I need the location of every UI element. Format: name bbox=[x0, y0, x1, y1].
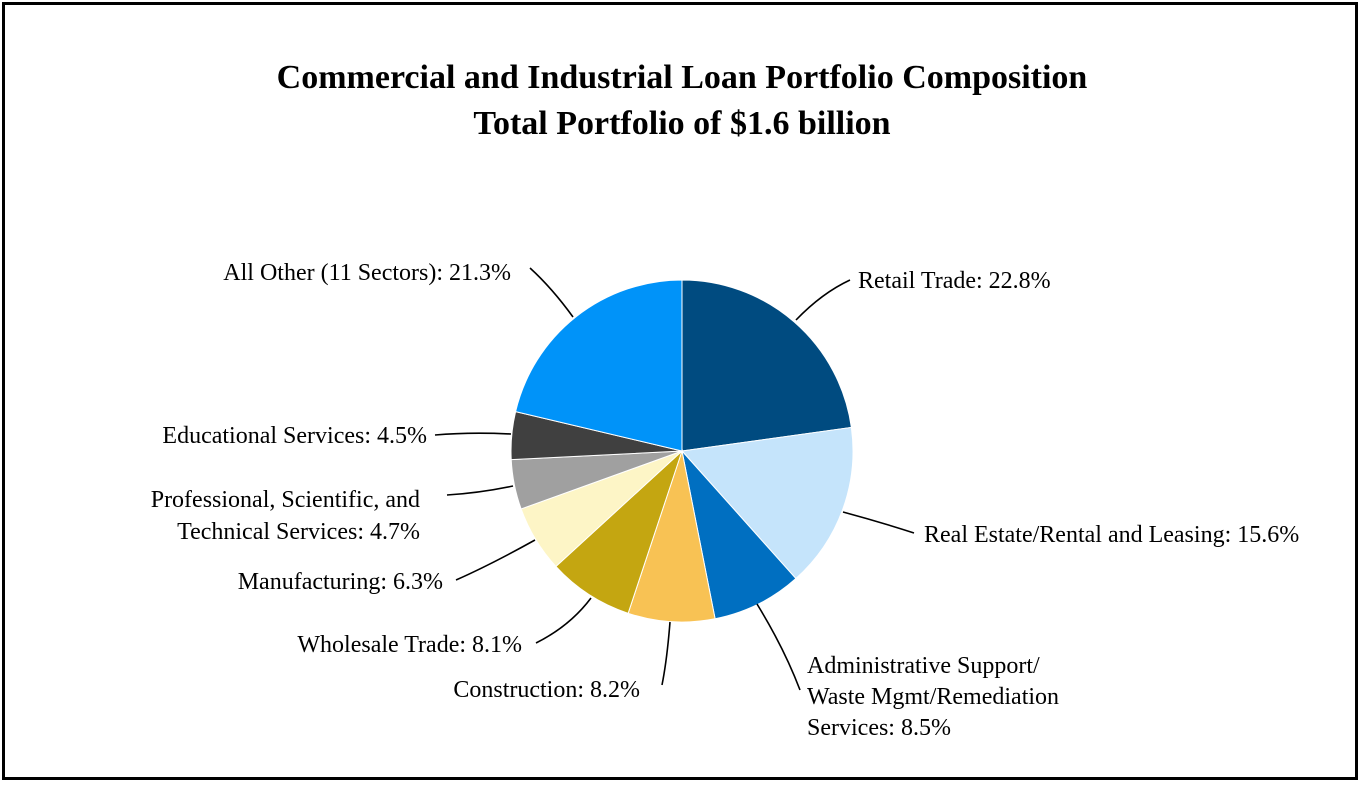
slice-label-line: Technical Services: 4.7% bbox=[177, 519, 420, 545]
slice-label-line: Wholesale Trade: 8.1% bbox=[297, 632, 522, 658]
slice-label: Professional, Scientific, and Technical S… bbox=[151, 487, 420, 545]
chart-title: Commercial and Industrial Loan Portfolio… bbox=[276, 59, 1088, 96]
slice-label: Administrative Support/Waste Mgmt/Remedi… bbox=[807, 653, 1059, 741]
slice-label-line: Waste Mgmt/Remediation bbox=[807, 684, 1059, 710]
slice-label-line: Services: 8.5% bbox=[807, 715, 951, 741]
pie-slice-real-estate-rental-and-leasing bbox=[681, 426, 854, 580]
slice-label-line: Retail Trade: 22.8% bbox=[858, 268, 1051, 294]
slice-label-line: Professional, Scientific, and bbox=[151, 487, 420, 513]
pie-slices bbox=[510, 279, 854, 623]
slice-label: Manufacturing: 6.3% bbox=[238, 569, 443, 595]
leader-line bbox=[795, 279, 851, 321]
slice-label-line: Manufacturing: 6.3% bbox=[238, 569, 443, 595]
slice-label-line: Real Estate/Rental and Leasing: 15.6% bbox=[924, 522, 1299, 548]
pie-slice-retail-trade bbox=[681, 279, 852, 452]
leader-line bbox=[535, 597, 592, 644]
leader-line bbox=[455, 539, 536, 581]
leader-line bbox=[661, 621, 671, 686]
slice-label: Wholesale Trade: 8.1% bbox=[297, 632, 522, 658]
leader-line bbox=[446, 485, 514, 496]
slice-label-line: Construction: 8.2% bbox=[453, 677, 640, 703]
slice-label-line: Administrative Support/ bbox=[807, 653, 1040, 679]
slice-label: Retail Trade: 22.8% bbox=[858, 268, 1051, 294]
leader-lines bbox=[434, 267, 915, 691]
slice-label: All Other (11 Sectors): 21.3% bbox=[223, 260, 511, 286]
slice-label: Educational Services: 4.5% bbox=[162, 423, 427, 449]
slice-label: Real Estate/Rental and Leasing: 15.6% bbox=[924, 522, 1299, 548]
leader-line bbox=[756, 603, 801, 691]
slice-label: Construction: 8.2% bbox=[453, 677, 640, 703]
pie-slice-construction bbox=[627, 449, 716, 623]
pie-slice-all-other-11-sectors bbox=[514, 279, 683, 452]
chart-subtitle: Total Portfolio of $1.6 billion bbox=[473, 105, 891, 142]
leader-line bbox=[434, 432, 512, 436]
leader-line bbox=[529, 267, 574, 318]
pie-slice-administrative-support-waste-mgmt-remediation-services bbox=[681, 449, 797, 620]
slice-labels: Retail Trade: 22.8% Real Estate/Rental an… bbox=[151, 260, 1300, 741]
leader-line bbox=[842, 511, 915, 534]
slice-label-line: Educational Services: 4.5% bbox=[162, 423, 427, 449]
slice-label-line: All Other (11 Sectors): 21.3% bbox=[223, 260, 511, 286]
